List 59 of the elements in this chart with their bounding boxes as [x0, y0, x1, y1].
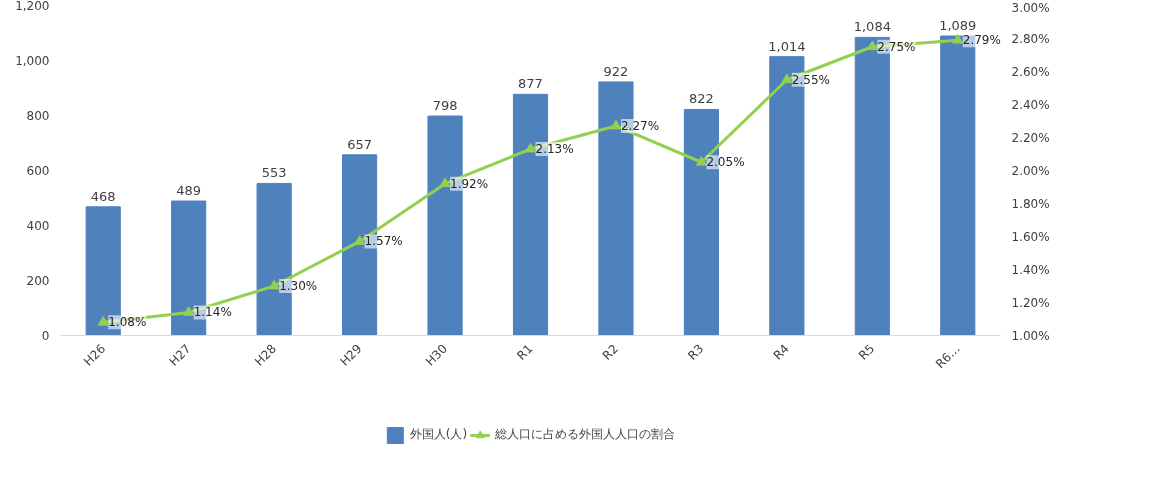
point [97, 316, 109, 326]
y-tick-label: 200 [26, 274, 50, 288]
x-tick-label: R4 [770, 341, 792, 363]
data-label: 922 [603, 63, 629, 79]
data-label: 1,084 [853, 19, 891, 35]
x-tick-label: R3 [685, 341, 707, 363]
data-label: 1,089 [939, 18, 977, 34]
y-tick-label: 1,200 [15, 0, 50, 13]
point [354, 235, 366, 245]
y2-tick-label: 1.00% [1011, 328, 1050, 343]
data-label: 798 [432, 98, 458, 114]
data-label: 1,014 [768, 38, 806, 54]
y2-tick-label: 2.60% [1011, 64, 1050, 79]
data-label: 2.55% [791, 72, 830, 87]
y-tick-label: 600 [26, 164, 50, 178]
data-label: 553 [261, 165, 287, 181]
point [439, 177, 451, 188]
y2-tick-label: 2.20% [1011, 130, 1050, 145]
y-tick-label: 1,000 [15, 54, 50, 68]
data-label: 1.57% [364, 234, 403, 249]
x-tick-label: R1 [514, 341, 536, 363]
point [610, 119, 622, 130]
y2-tick-label: 1.40% [1011, 262, 1050, 277]
data-label: 2.05% [706, 155, 745, 170]
point [952, 33, 964, 44]
data-label: 1.08% [108, 315, 147, 330]
legend-label: 総人口に占める外国人人口の割合 [495, 426, 676, 443]
y-tick-label: 0 [41, 329, 50, 343]
data-label: 2.27% [620, 118, 660, 133]
y-tick-label: 800 [26, 109, 50, 123]
y2-tick-label: 2.40% [1011, 97, 1050, 112]
point [866, 40, 878, 51]
legend-label: 外国人(人) [409, 426, 468, 443]
data-label: 489 [176, 183, 202, 199]
x-tick-label: R5 [856, 341, 878, 363]
x-tick-label: R6… [933, 341, 963, 372]
y2-tick-label: 3.00% [1011, 0, 1050, 15]
y2-tick-label: 1.80% [1011, 196, 1050, 211]
point [525, 142, 536, 153]
y2-tick-label: 2.80% [1011, 31, 1050, 46]
y2-tick-label: 1.60% [1011, 229, 1050, 244]
y2-tick-label: 1.20% [1011, 295, 1050, 310]
point [695, 155, 707, 166]
data-label: 657 [347, 136, 373, 152]
x-tick-label: R2 [599, 341, 621, 363]
point [183, 306, 195, 316]
y-tick-label: 400 [26, 219, 50, 233]
point [268, 279, 280, 290]
data-label: 822 [689, 91, 714, 107]
data-label: 1.30% [279, 279, 318, 293]
data-label: 877 [518, 76, 543, 92]
y2-tick-label: 2.00% [1011, 163, 1050, 178]
data-label: 1.92% [450, 176, 489, 191]
data-label: 2.75% [877, 39, 916, 54]
data-label: 2.79% [962, 33, 1001, 48]
point [781, 73, 793, 84]
data-label: 1.14% [193, 305, 232, 320]
data-label: 468 [90, 188, 116, 204]
data-label: 2.13% [535, 142, 574, 157]
